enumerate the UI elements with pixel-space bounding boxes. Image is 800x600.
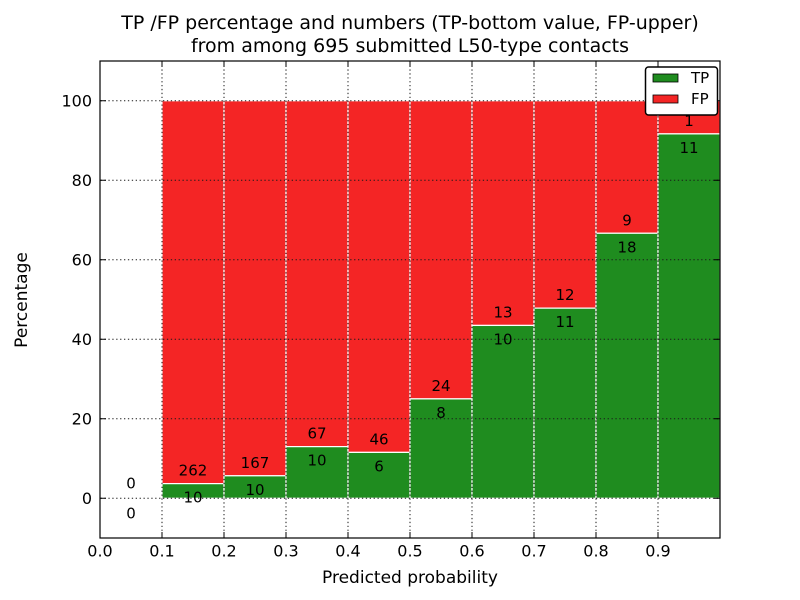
bar-count-tp-label: 18: [617, 238, 636, 256]
x-tick-label: 0.5: [397, 542, 422, 561]
bar-count-fp-label: 24: [431, 377, 450, 395]
bar-segment-fp: [533, 100, 597, 309]
x-tick-label: 0.0: [87, 542, 112, 561]
legend-swatch-fp: [652, 94, 679, 104]
legend-label-tp: TP: [690, 69, 709, 87]
chart-title-line1: TP /FP percentage and numbers (TP-bottom…: [120, 12, 699, 34]
bar-count-fp-label: 12: [555, 286, 574, 304]
bar-segment-fp: [223, 100, 287, 477]
bar-count-fp-label: 46: [369, 430, 388, 448]
bar-segment-fp: [471, 100, 535, 327]
y-tick-label: 40: [72, 330, 92, 349]
y-tick-label: 0: [82, 489, 92, 508]
bar-count-fp-label: 67: [307, 425, 326, 443]
bar-segment-fp: [347, 100, 411, 453]
x-tick-label: 0.3: [273, 542, 298, 561]
x-tick-label: 0.2: [211, 542, 236, 561]
ticks-layer: [99, 61, 721, 538]
bar-segment-tp: [533, 307, 597, 499]
legend-label-fp: FP: [691, 90, 709, 108]
bar-count-tp-label: 10: [183, 489, 202, 507]
bar-segment-tp: [657, 133, 721, 499]
bar-count-tp-label: 8: [436, 404, 446, 422]
bar-count-fp-label: 1: [684, 112, 694, 130]
x-tick-label: 0.1: [149, 542, 174, 561]
y-axis-label: Percentage: [12, 252, 32, 348]
x-tick-label: 0.8: [583, 542, 608, 561]
x-tick-label: 0.9: [645, 542, 670, 561]
tick-labels-layer: 0.0 0.1 0.2 0.3 0.4 0.5 0.6 0.7 0.8 0.90204060801…: [61, 91, 670, 560]
bar-segment-fp: [409, 100, 473, 400]
legend-swatch-tp: [652, 73, 679, 83]
x-tick-label: 0.4: [335, 542, 360, 561]
y-tick-label: 100: [61, 91, 92, 110]
bar-count-fp-label: 13: [493, 303, 512, 321]
bar-segment-fp: [161, 100, 225, 485]
y-tick-label: 60: [72, 250, 92, 269]
bar-segment-tp: [595, 232, 659, 499]
y-tick-label: 80: [72, 171, 92, 190]
bar-count-fp-label: 0: [126, 474, 136, 492]
bar-segment-fp: [595, 100, 659, 234]
bar-count-fp-label: 9: [622, 211, 632, 229]
bar-segment-tp: [471, 324, 535, 499]
bar-count-tp-label: 10: [245, 481, 264, 499]
bar-count-tp-label: 10: [307, 452, 326, 470]
x-tick-label: 0.7: [521, 542, 546, 561]
bar-count-tp-label: 6: [374, 457, 384, 475]
legend: TP FP: [644, 66, 719, 116]
bar-count-tp-label: 11: [679, 139, 698, 157]
bar-count-fp-label: 262: [179, 462, 208, 480]
bar-count-tp-label: 11: [555, 313, 574, 331]
y-tick-label: 20: [72, 409, 92, 428]
gridlines-layer: [100, 61, 720, 538]
bar-segment-tp: [285, 446, 349, 499]
bar-segment-fp: [285, 100, 349, 448]
x-axis-label: Predicted probability: [322, 568, 498, 588]
bars-layer: [161, 100, 721, 499]
bar-count-tp-label: 10: [493, 330, 512, 348]
bar-count-fp-label: 167: [241, 454, 270, 472]
bar-count-tp-label: 0: [126, 504, 136, 522]
chart-title-line2: from among 695 submitted L50-type contac…: [191, 35, 629, 57]
x-tick-label: 0.6: [459, 542, 484, 561]
